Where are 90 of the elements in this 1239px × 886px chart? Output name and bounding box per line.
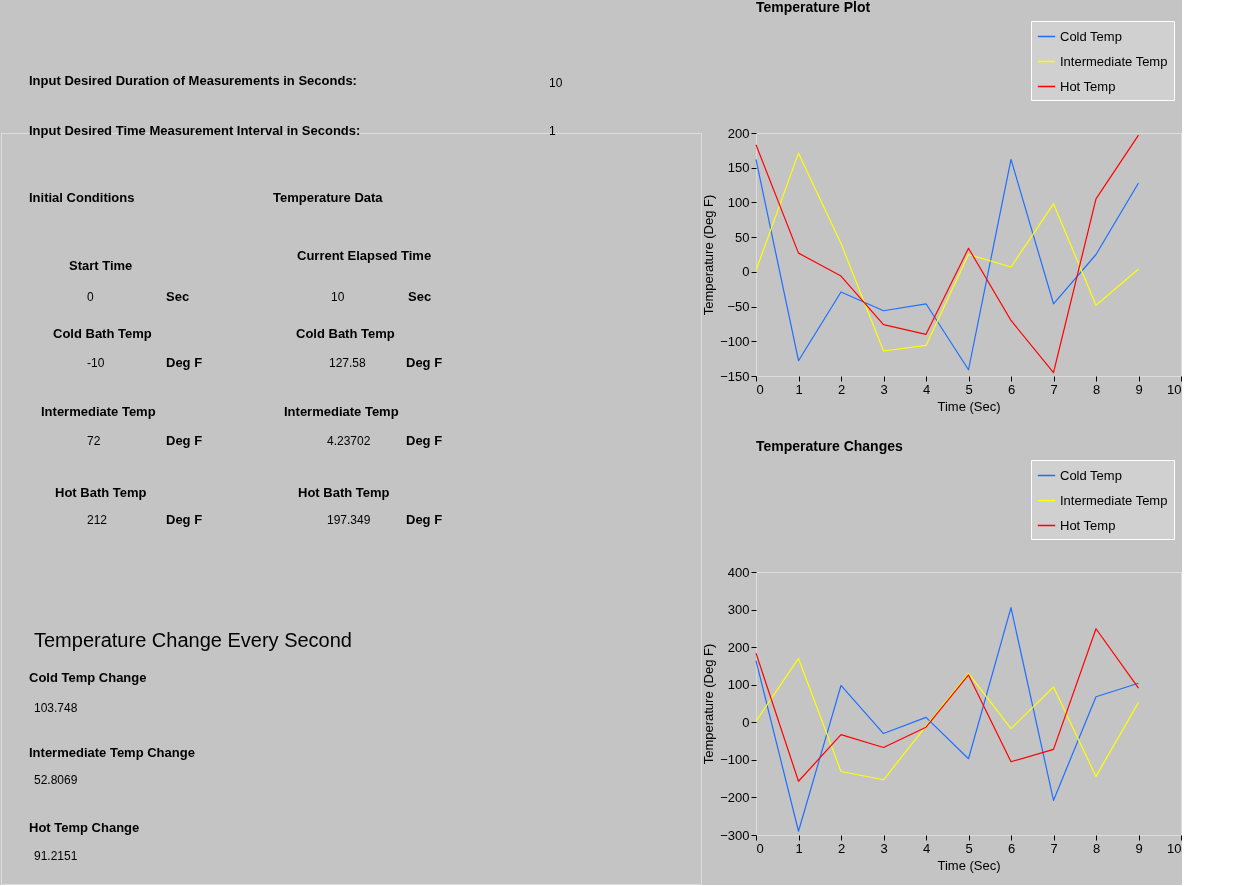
x-tick-label: 7 [1050,840,1058,856]
text: Initial Conditions [29,190,135,205]
text: Deg F [166,512,203,527]
y-tick-label: −50 [727,299,750,315]
text: 91.2151 [34,849,78,863]
text: Intermediate Temp [284,404,399,419]
x-tick-label: 10 [1167,381,1182,397]
y-tick-label: −100 [720,752,750,768]
x-tick-label: 8 [1092,381,1101,397]
y-tick-label: −200 [720,789,750,805]
text: Cold Bath Temp [296,326,395,341]
x-tick-label: 10 [1167,840,1182,856]
x-tick-label: 8 [1092,840,1101,856]
text: Hot Bath Temp [55,485,147,500]
text: 127.58 [329,356,367,370]
text: Cold Temp Change [29,670,147,685]
y-tick-label: 200 [727,125,750,141]
legend-label: Intermediate Temp [1060,53,1168,69]
text: Hot Bath Temp [298,485,390,500]
x-tick-label: 5 [965,381,973,397]
text: -10 [87,356,105,370]
x-tick-label: 2 [837,381,846,397]
y-tick-label: 200 [727,639,750,655]
text: 212 [87,513,108,527]
x-tick-label: 9 [1135,840,1143,856]
y-axis-title: Temperature (Deg F) [701,643,717,765]
chart-title: Temperature Plot [756,0,871,15]
y-tick-label: 100 [727,677,750,693]
text: Hot Temp Change [29,820,140,835]
text: 10 [331,290,345,304]
text: 1 [549,124,556,138]
legend-label: Hot Temp [1060,78,1116,94]
text: 0 [87,290,94,304]
legend-label: Cold Temp [1060,467,1122,483]
text: Deg F [406,433,443,448]
line-series [755,657,1140,781]
legend-label: Cold Temp [1060,28,1122,44]
x-tick-label: 0 [756,840,764,856]
y-tick-label: 100 [727,194,750,210]
chart-title: Temperature Changes [756,437,903,454]
text: Temperature Data [273,190,384,205]
text: Input Desired Duration of Measurements in Seconds: [29,73,357,88]
text: Deg F [406,512,443,527]
text: 10 [549,76,563,90]
legend-label: Hot Temp [1060,517,1116,533]
text: 52.8069 [34,773,78,787]
y-tick-label: −100 [720,333,750,349]
text: Sec [408,289,432,304]
text: Cold Bath Temp [53,326,152,341]
x-tick-label: 3 [880,381,888,397]
text: 72 [87,434,101,448]
y-tick-label: 150 [727,160,750,176]
x-tick-label: 0 [756,381,764,397]
x-tick-label: 7 [1050,381,1058,397]
text: Deg F [406,355,443,370]
text: Temperature Change Every Second [34,629,352,651]
y-tick-label: −150 [720,368,750,384]
y-tick-label: 0 [742,264,750,280]
x-tick-label: 6 [1007,840,1016,856]
x-tick-label: 5 [965,840,973,856]
x-tick-label: 3 [880,840,888,856]
x-axis-title: Time (Sec) [937,398,1001,414]
y-tick-label: 50 [735,229,750,245]
x-tick-label: 1 [795,381,803,397]
text: 197.349 [327,513,371,527]
text: Input Desired Time Measurement Interval in Seconds: [29,123,361,138]
y-tick-label: 0 [742,714,750,730]
text: Start Time [69,258,133,273]
legend-label: Intermediate Temp [1060,492,1168,508]
x-tick-label: 4 [922,381,931,397]
y-axis-title: Temperature (Deg F) [701,194,717,316]
line-series [755,607,1140,832]
text: Intermediate Temp [41,404,156,419]
text: 4.23702 [327,434,371,448]
x-axis-title: Time (Sec) [937,857,1001,873]
text: Deg F [166,355,203,370]
text: 103.748 [34,701,78,715]
text: Intermediate Temp Change [29,745,195,760]
text: Deg F [166,433,203,448]
x-tick-label: 1 [795,840,803,856]
x-tick-label: 6 [1007,381,1016,397]
text: Sec [166,289,190,304]
x-tick-label: 2 [837,840,846,856]
x-tick-label: 4 [922,840,931,856]
y-tick-label: 300 [727,602,750,618]
x-tick-label: 9 [1135,381,1143,397]
y-tick-label: −300 [720,827,750,843]
y-tick-label: 400 [727,564,750,580]
line-series [755,628,1140,782]
text: Current Elapsed Time [297,248,432,263]
